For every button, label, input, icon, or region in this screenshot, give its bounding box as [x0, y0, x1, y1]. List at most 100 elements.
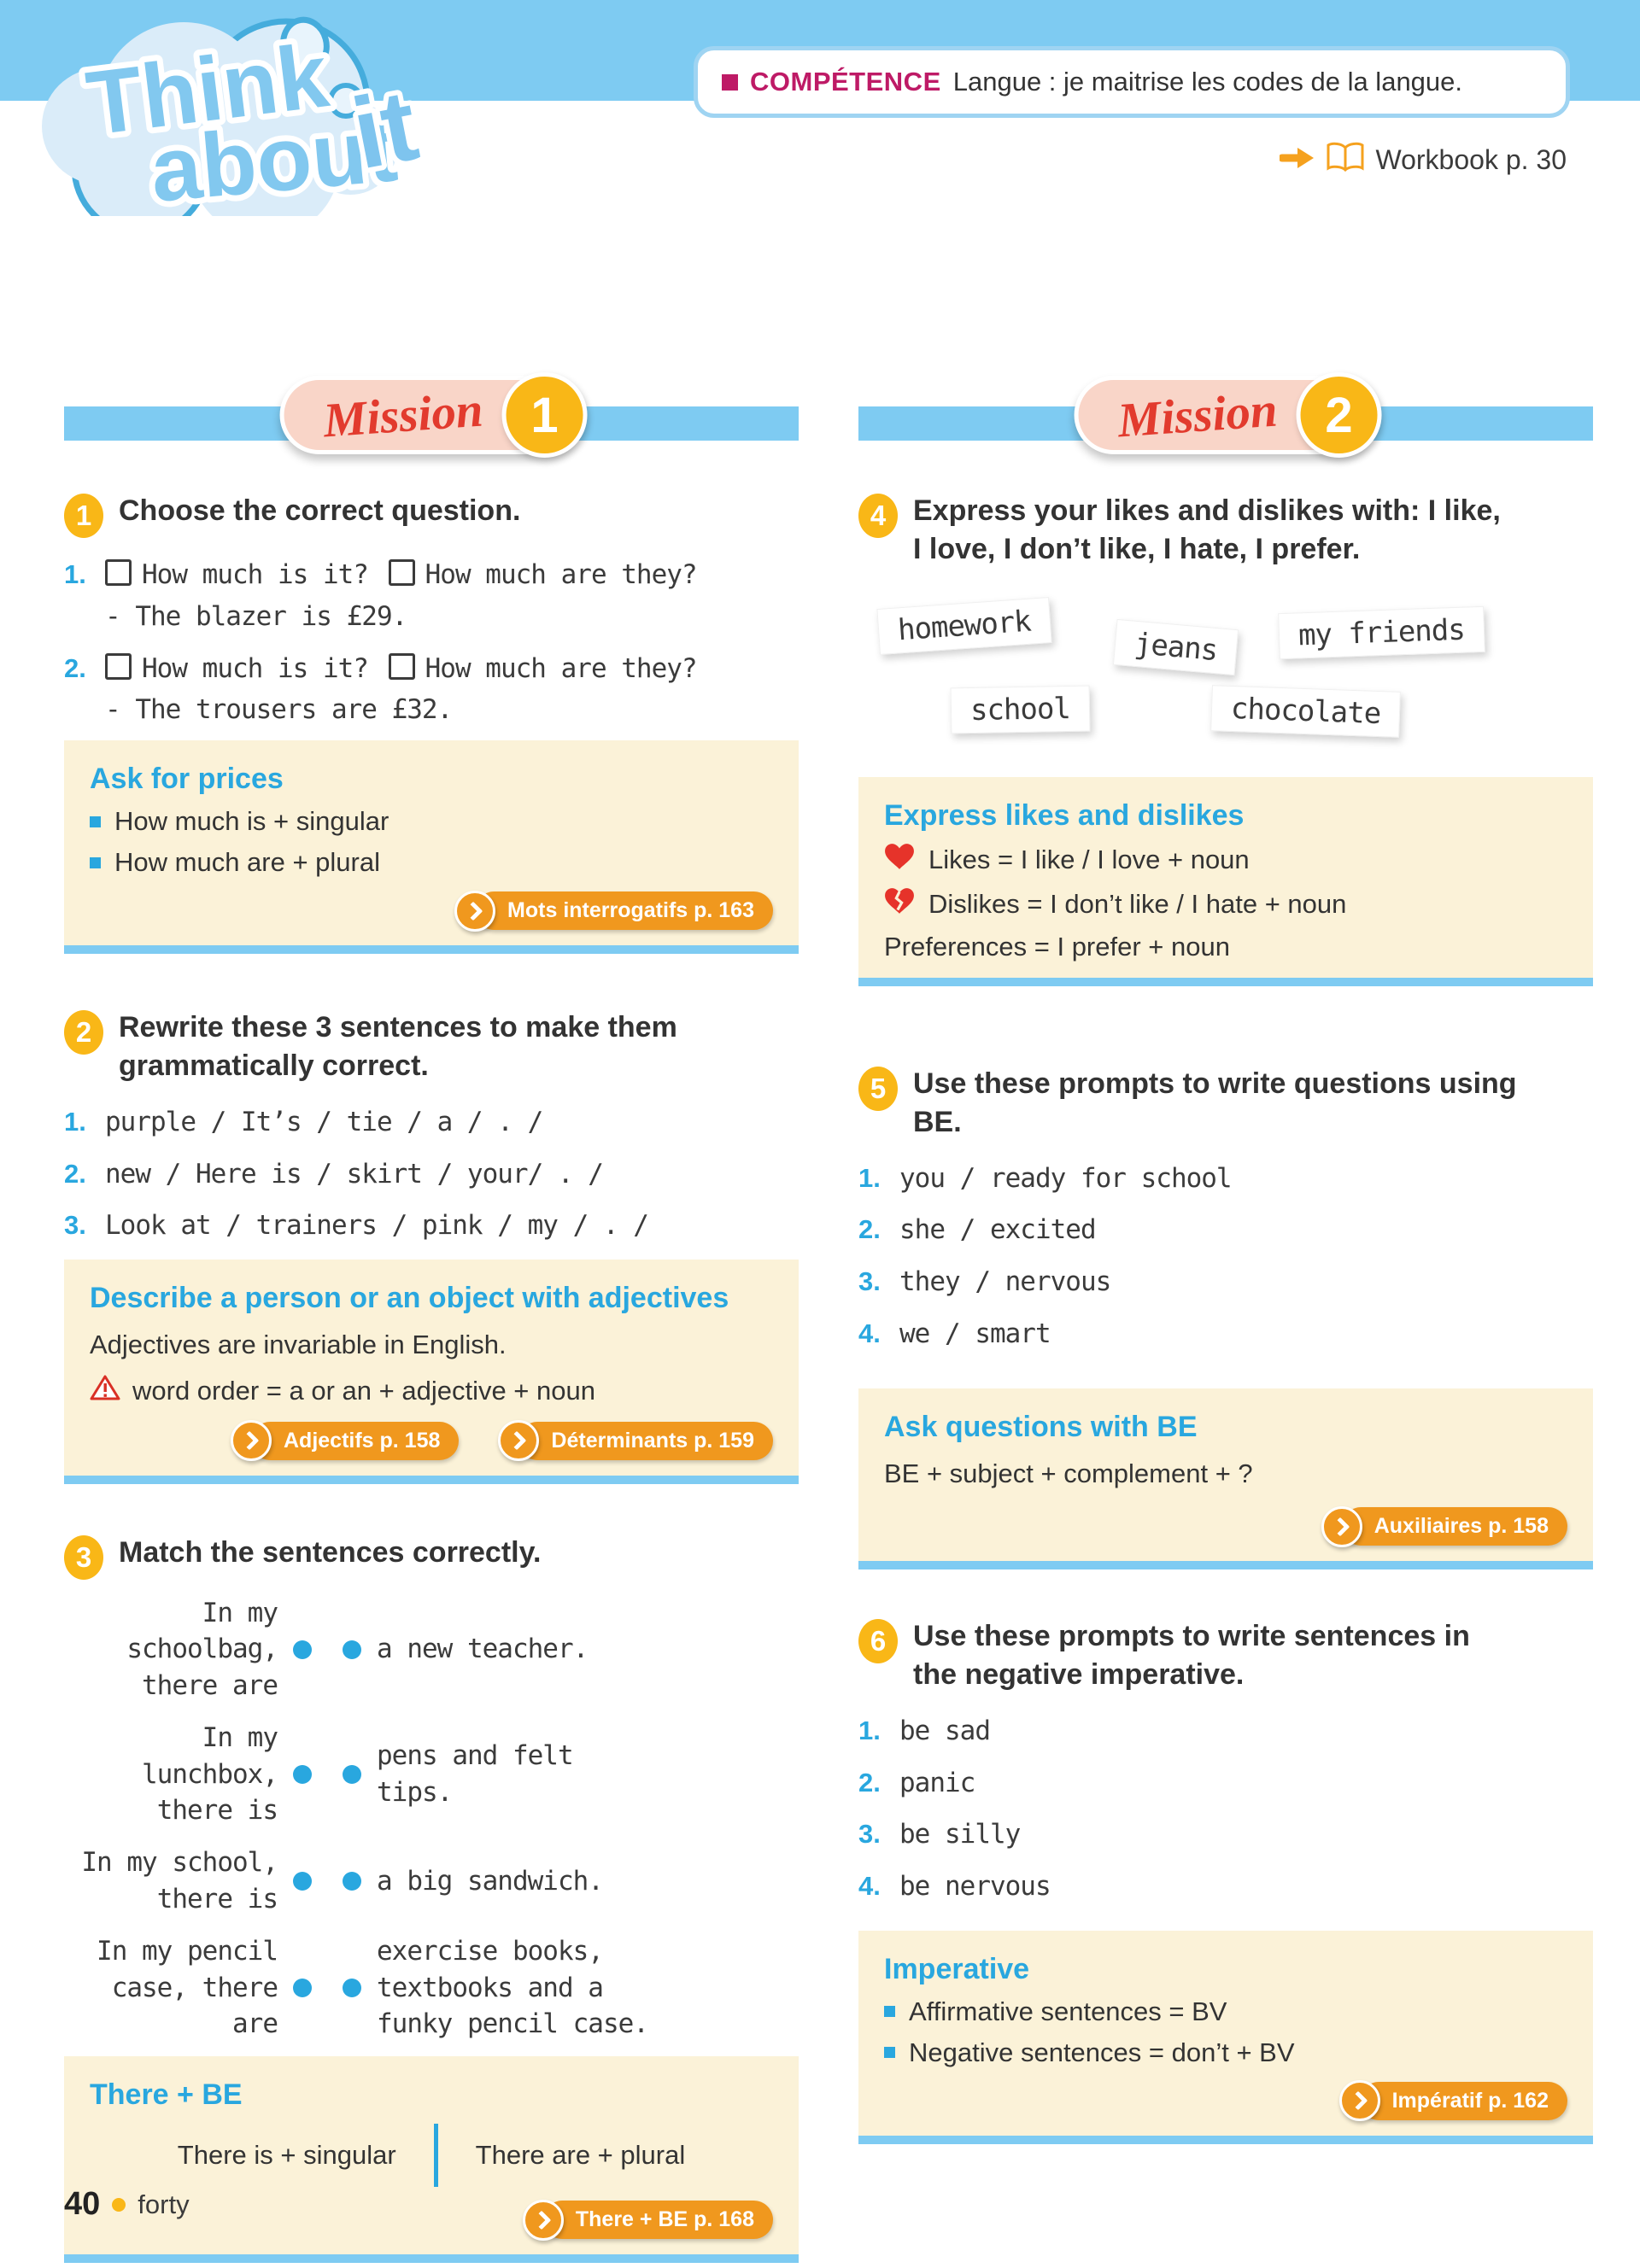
match-row: In my lunchbox, there is pens and felt t… [64, 1720, 799, 1829]
ref-badge-there-be[interactable]: There + BE p. 168 [522, 2199, 773, 2241]
item-number: 2. [64, 1158, 86, 1189]
info-box-there-be: There + BE There is + singular There are… [64, 2056, 799, 2264]
ref-badge-adjectifs[interactable]: Adjectifs p. 158 [231, 1420, 460, 1462]
word-card[interactable]: homework [876, 596, 1052, 655]
match-dot[interactable] [343, 1765, 361, 1785]
checkbox[interactable] [388, 559, 415, 586]
heart-icon [884, 843, 915, 877]
likes-rule: Likes = I like / I love + noun [884, 843, 1567, 877]
left-column: Mission 1 1 Choose the correct question.… [64, 372, 799, 2264]
list-item: 4. we / smart [858, 1316, 1593, 1353]
page-footer: 40 forty [64, 2186, 190, 2223]
item-number: 2. [64, 652, 86, 683]
item-number: 3. [64, 1210, 86, 1241]
mission-label: Mission [1116, 383, 1280, 447]
there-are-rule: There are + plural [475, 2140, 686, 2171]
match-left-text: In my lunchbox, there is [142, 1721, 278, 1827]
competence-label: COMPÉTENCE [750, 67, 941, 96]
ref-badge-mots-interrogatifs[interactable]: Mots interrogatifs p. 163 [454, 890, 773, 932]
exercise-4-number-badge: 4 [858, 494, 898, 538]
item-text: new / Here is / skirt / your/ . / [105, 1158, 604, 1190]
chevron-right-icon [522, 2199, 564, 2241]
bullet-text: Affirmative sentences = BV [909, 1996, 1227, 2026]
question-option-b: How much are they? [425, 652, 698, 684]
match-row: In my school, there is a big sandwich. [64, 1844, 799, 1918]
match-dot[interactable] [343, 1978, 361, 1997]
item-number: 3. [858, 1266, 881, 1297]
competence-text: Langue : je maitrise les codes de la lan… [952, 67, 1463, 96]
exercise-5-title: Use these prompts to write questions usi… [913, 1067, 1517, 1138]
list-item: 2. new / Here is / skirt / your/ . / [64, 1156, 799, 1193]
match-dot[interactable] [293, 1765, 312, 1785]
list-item: 3. be silly [858, 1816, 1593, 1853]
item-number: 4. [858, 1871, 881, 1902]
exercise-2-number-badge: 2 [64, 1010, 103, 1055]
info-box-ask-for-prices: Ask for prices How much is + singular Ho… [64, 740, 799, 955]
open-book-icon [1326, 142, 1365, 178]
exercise-3-number-badge: 3 [64, 1534, 103, 1580]
competence-box: COMPÉTENCE Langue : je maitrise les code… [694, 46, 1570, 118]
list-item: 3. they / nervous [858, 1264, 1593, 1301]
list-item: 2. panic [858, 1765, 1593, 1802]
bullet-item: Affirmative sentences = BV [884, 1996, 1567, 2027]
item-number: 2. [858, 1214, 881, 1245]
word-card[interactable]: school [950, 685, 1091, 734]
match-dot[interactable] [343, 1640, 361, 1659]
item-number: 1. [64, 559, 86, 589]
match-dot[interactable] [293, 1640, 312, 1659]
list-item: 4. be nervous [858, 1868, 1593, 1905]
matching-exercise: In my schoolbag, there are a new teacher… [64, 1595, 799, 2043]
exercise-1-title: Choose the correct question. [119, 494, 521, 527]
exercise-2-items: 1. purple / It’s / tie / a / . / 2. new / … [64, 1104, 799, 1244]
mission-1-banner: Mission 1 [64, 372, 799, 461]
match-right-text: a big sandwich. [377, 1865, 604, 1897]
match-dot[interactable] [343, 1871, 361, 1891]
exercise-3-title: Match the sentences correctly. [119, 1535, 542, 1569]
item-number: 1. [64, 1106, 86, 1137]
mission-2-banner: Mission 2 [858, 372, 1593, 461]
think-about-it-logo: Think about it [21, 7, 466, 237]
ref-badge-auxiliaires[interactable]: Auxiliaires p. 158 [1321, 1505, 1567, 1547]
question-option-a: How much is it? [142, 652, 369, 684]
item-number: 1. [858, 1162, 881, 1193]
exercise-5-header: 5 Use these prompts to write questions u… [858, 1065, 1593, 1142]
match-right-text: pens and felt tips. [377, 1740, 574, 1809]
mission-label: Mission [321, 383, 485, 447]
preferences-rule: Preferences = I prefer + noun [884, 931, 1230, 962]
match-left-text: In my schoolbag, there are [126, 1597, 278, 1702]
chevron-right-icon [1321, 1505, 1362, 1547]
exercise-3-header: 3 Match the sentences correctly. [64, 1534, 799, 1580]
workbook-reference[interactable]: Workbook p. 30 [1278, 142, 1567, 178]
match-dot[interactable] [293, 1871, 312, 1891]
exercise-4-title: Express your likes and dislikes with: I … [913, 494, 1501, 565]
square-bullet-icon [90, 815, 101, 827]
ref-badge-imperatif[interactable]: Impératif p. 162 [1338, 2080, 1567, 2122]
mission-2-number-badge: 2 [1296, 372, 1382, 458]
list-item: 1. purple / It’s / tie / a / . / [64, 1104, 799, 1141]
word-card[interactable]: chocolate [1210, 684, 1402, 738]
checkbox[interactable] [105, 559, 132, 586]
chevron-right-icon [1338, 2080, 1380, 2122]
item-number: 3. [858, 1819, 881, 1850]
checkbox[interactable] [105, 652, 132, 680]
item-number: 1. [858, 1715, 881, 1745]
checkbox[interactable] [388, 652, 415, 680]
info-box-title: There + BE [90, 2078, 243, 2112]
info-box-likes-dislikes: Express likes and dislikes Likes = I lik… [858, 776, 1593, 986]
info-box-title: Imperative [884, 1952, 1030, 1985]
exercise-6-number-badge: 6 [858, 1619, 898, 1664]
item-text: we / smart [899, 1318, 1051, 1349]
right-column: Mission 2 4 Express your likes and disli… [858, 372, 1593, 2144]
word-card[interactable]: my friends [1278, 605, 1485, 659]
ref-badge-determinants[interactable]: Déterminants p. 159 [498, 1420, 773, 1462]
square-bullet-icon [884, 2047, 895, 2059]
question-option-a: How much is it? [142, 559, 369, 590]
item-text: be nervous [899, 1871, 1051, 1903]
word-card[interactable]: jeans [1112, 618, 1239, 675]
exercise-2-title: Rewrite these 3 sentences to make them g… [119, 1011, 677, 1082]
chevron-right-icon [231, 1420, 272, 1462]
item-text: be silly [899, 1819, 1021, 1850]
match-dot[interactable] [293, 1978, 312, 1997]
question-option-b: How much are they? [425, 559, 698, 590]
bullet-text: Negative sentences = don’t + BV [909, 2037, 1295, 2067]
